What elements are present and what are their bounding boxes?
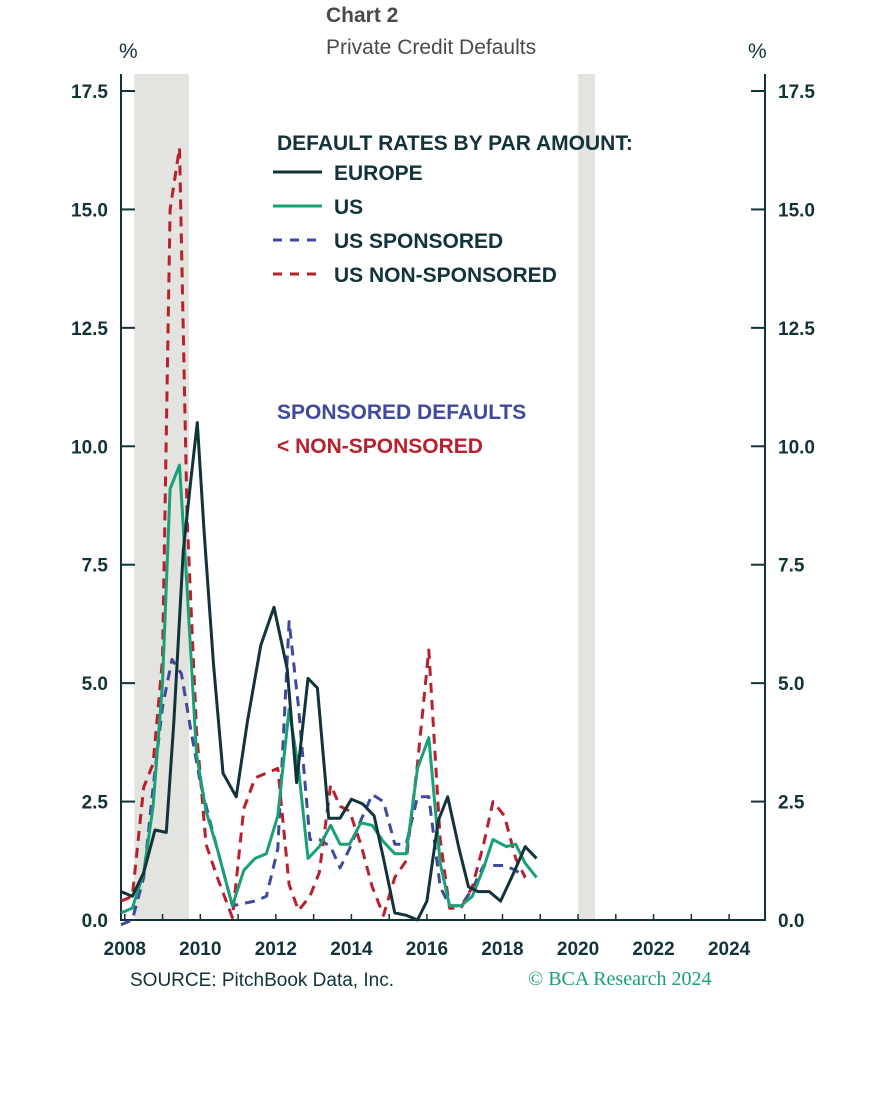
x-tick-label: 2020: [557, 939, 599, 960]
recession-band-1: [578, 74, 596, 920]
x-tick-label: 2024: [708, 939, 751, 960]
legend-label-us: US: [334, 196, 363, 219]
chart-number: Chart 2: [326, 4, 399, 27]
series-line-us: [120, 463, 538, 915]
y-tick-label-right: 12.5: [778, 319, 815, 340]
x-tick-label: 2018: [481, 939, 523, 960]
y-tick-label-left: 15.0: [71, 200, 108, 221]
y-tick-label-left: 17.5: [71, 82, 108, 103]
series-line-us-non-sponsored: [120, 146, 527, 920]
y-tick-label-left: 2.5: [82, 793, 109, 814]
y-tick-label-left: 10.0: [71, 437, 108, 458]
x-tick-label: 2016: [406, 939, 448, 960]
y-tick-label-right: 10.0: [778, 437, 815, 458]
legend: DEFAULT RATES BY PAR AMOUNT: EUROPE US US S…: [273, 132, 633, 287]
x-tick-label: 2014: [330, 939, 373, 960]
y-tick-label-left: 12.5: [71, 319, 108, 340]
x-tick-label: 2022: [632, 939, 674, 960]
x-tick-label: 2012: [255, 939, 297, 960]
recession-band-0: [134, 74, 189, 920]
legend-title: DEFAULT RATES BY PAR AMOUNT:: [277, 132, 633, 155]
recession-bands: [134, 74, 596, 920]
source-note: SOURCE: PitchBook Data, Inc.: [130, 970, 394, 991]
right-axis-unit: %: [748, 40, 767, 63]
chart-title: Private Credit Defaults: [326, 36, 537, 59]
y-tick-label-left: 7.5: [82, 556, 109, 577]
x-tick-label: 2010: [179, 939, 221, 960]
x-tick-label: 2008: [104, 939, 146, 960]
legend-label-us-non-sponsored: US NON-SPONSORED: [334, 264, 557, 287]
y-tick-label-right: 15.0: [778, 200, 815, 221]
y-tick-label-right: 17.5: [778, 82, 815, 103]
axes: 0.0 0.0 2.5 2.5 5.0 5.0 7.5 7.5 10.0 10.0 12.5 12.5…: [71, 74, 815, 960]
y-tick-label-right: 2.5: [778, 793, 805, 814]
series-line-europe: [120, 421, 538, 922]
annotation-0: SPONSORED DEFAULTS: [277, 401, 526, 424]
left-axis-unit: %: [119, 40, 138, 63]
series-lines: [120, 146, 538, 927]
annotations: SPONSORED DEFAULTS < NON-SPONSORED: [277, 401, 526, 458]
y-tick-label-left: 5.0: [82, 674, 108, 695]
y-tick-label-right: 7.5: [778, 556, 805, 577]
annotation-1: < NON-SPONSORED: [277, 435, 483, 458]
legend-label-us-sponsored: US SPONSORED: [334, 230, 503, 253]
y-tick-label-right: 0.0: [778, 911, 804, 932]
y-tick-label-left: 0.0: [82, 911, 108, 932]
copyright-credit: © BCA Research 2024: [528, 968, 712, 990]
y-tick-label-right: 5.0: [778, 674, 804, 695]
legend-label-europe: EUROPE: [334, 162, 423, 185]
